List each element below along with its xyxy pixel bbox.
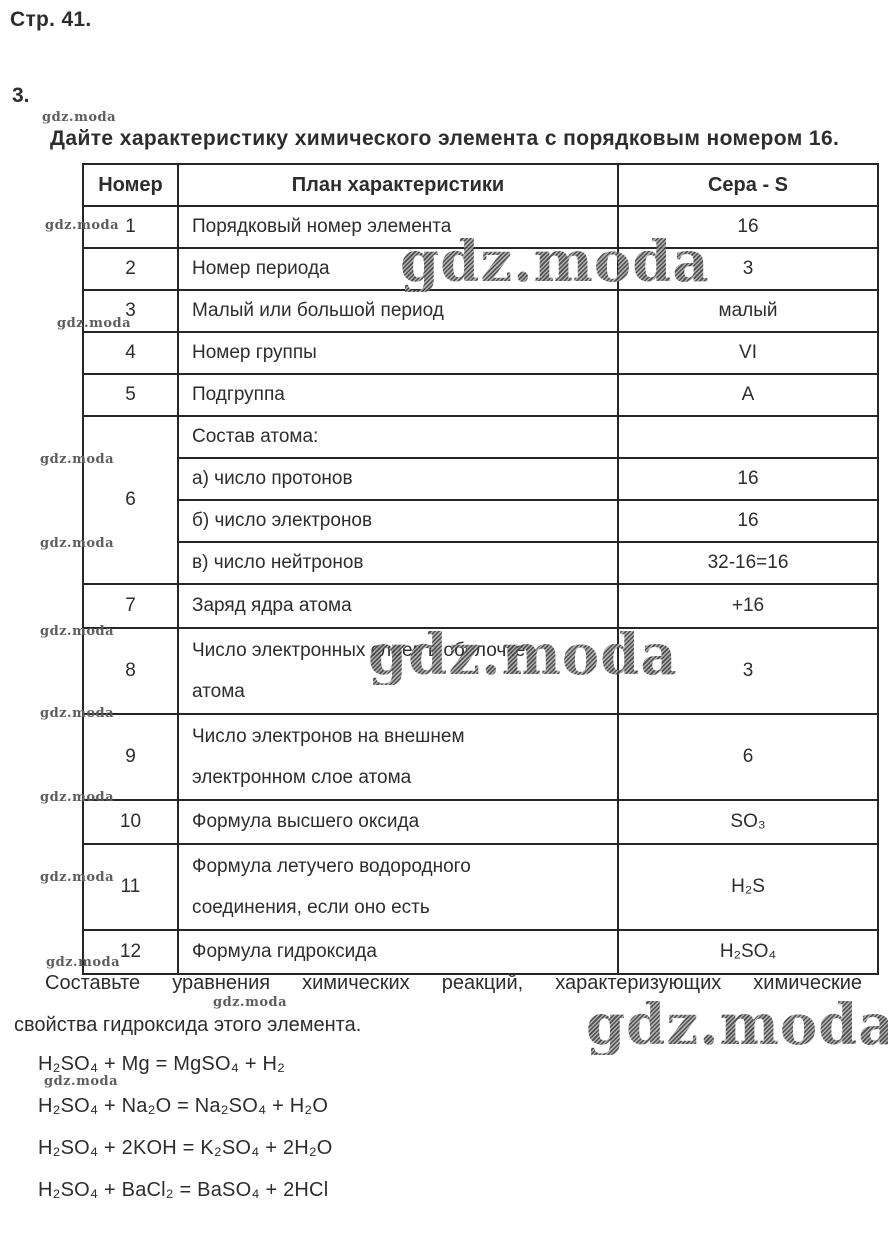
watermark-small: gdz.moda — [40, 536, 115, 551]
row-number: 2 — [82, 247, 179, 291]
row-value: SO₃ — [617, 799, 879, 845]
watermark-small: gdz.moda — [45, 218, 120, 233]
table-row: 1 Порядковый номер элемента 16 — [82, 205, 879, 249]
watermark-small: gdz.moda — [44, 1074, 119, 1089]
row-value: 3 — [617, 627, 879, 715]
chemical-equation: H₂SO₄ + Na₂O = Na₂SO₄ + H₂O — [38, 1095, 329, 1117]
table-row: 10 Формула высшего оксида SO₃ — [82, 799, 879, 845]
task-title: Дайте характеристику химического элемент… — [50, 127, 840, 150]
table-row: 9 Число электронов на внешнем электронно… — [82, 713, 879, 801]
table-row: 3 Малый или большой период малый — [82, 289, 879, 333]
row-number: 1 — [82, 205, 179, 249]
watermark-small: gdz.moda — [40, 452, 115, 467]
row-value: H₂SO₄ — [617, 929, 879, 975]
row-value: VI — [617, 331, 879, 375]
row-number: 10 — [82, 799, 179, 845]
task-paragraph-line2: свойства гидроксида этого элемента. — [14, 1014, 362, 1036]
table-subrow: а) число протонов 16 — [83, 457, 879, 501]
element-characteristics-table: Номер План характеристики Сера - S 1 Пор… — [82, 163, 879, 975]
row-plan: Формула летучего водородного соединения,… — [177, 843, 619, 931]
page-number-label: Стр. 41. — [10, 8, 92, 31]
chemical-equation: H₂SO₄ + Mg = MgSO₄ + H₂ — [38, 1053, 286, 1075]
row-number: 3 — [82, 289, 179, 333]
table-subrow: б) число электронов 16 — [83, 499, 879, 543]
row-value: H₂S — [617, 843, 879, 931]
row-value: А — [617, 373, 879, 417]
header-number: Номер — [82, 163, 179, 207]
watermark-small: gdz.moda — [46, 955, 121, 970]
row-plan: Число электронных слоев в оболочке атома — [177, 627, 619, 715]
row-number: 7 — [82, 583, 179, 629]
chemical-equation: H₂SO₄ + 2KOH = K₂SO₄ + 2H₂O — [38, 1137, 333, 1159]
table-row: 4 Номер группы VI — [82, 331, 879, 375]
row-number: 11 — [82, 843, 179, 931]
row-plan: Число электронов на внешнем электронном … — [177, 713, 619, 801]
watermark-large: gdz.moda — [586, 995, 888, 1055]
row-number: 4 — [82, 331, 179, 375]
row-plan: Формула гидроксида — [177, 929, 619, 975]
header-element: Сера - S — [617, 163, 879, 207]
row-plan: б) число электронов — [177, 499, 619, 543]
table-row: 5 Подгруппа А — [82, 373, 879, 417]
row-number: 12 — [82, 929, 179, 975]
row-value: +16 — [617, 583, 879, 629]
row-plan: Состав атома: — [177, 415, 619, 459]
row-number: 9 — [82, 713, 179, 801]
row-plan: а) число протонов — [177, 457, 619, 501]
table-row: 6 Состав атома: — [82, 415, 879, 585]
watermark-small: gdz.moda — [40, 706, 115, 721]
row-value: 16 — [617, 457, 879, 501]
table-row: 7 Заряд ядра атома +16 — [82, 583, 879, 629]
row-value — [617, 415, 879, 459]
watermark-small: gdz.moda — [40, 624, 115, 639]
row-plan: Порядковый номер элемента — [177, 205, 619, 249]
task-paragraph-line1: Составьте уравнения химических реакций, … — [45, 972, 862, 994]
table-row: 8 Число электронных слоев в оболочке ато… — [82, 627, 879, 715]
row-plan: Подгруппа — [177, 373, 619, 417]
watermark-small: gdz.moda — [40, 790, 115, 805]
table-row: 11 Формула летучего водородного соединен… — [82, 843, 879, 931]
table-header-row: Номер План характеристики Сера - S — [82, 163, 879, 207]
chemical-equation: H₂SO₄ + BaCl₂ = BaSO₄ + 2HCl — [38, 1179, 329, 1201]
row-value: 6 — [617, 713, 879, 801]
watermark-small: gdz.moda — [57, 316, 132, 331]
row-number: 6 — [82, 415, 179, 585]
row-plan: Малый или большой период — [177, 289, 619, 333]
row-value: 32-16=16 — [617, 541, 879, 585]
row-value: 16 — [617, 499, 879, 543]
row-plan: Номер группы — [177, 331, 619, 375]
row-plan: Номер периода — [177, 247, 619, 291]
watermark-small: gdz.moda — [40, 870, 115, 885]
row-number: 5 — [82, 373, 179, 417]
watermark-large: gdz.moda — [368, 622, 678, 688]
watermark-small: gdz.moda — [42, 110, 117, 125]
row-plan: Заряд ядра атома — [177, 583, 619, 629]
row-plan: в) число нейтронов — [177, 541, 619, 585]
header-plan: План характеристики — [177, 163, 619, 207]
row-value: 16 — [617, 205, 879, 249]
table-row: 12 Формула гидроксида H₂SO₄ — [82, 929, 879, 975]
watermark-large: gdz.moda — [400, 229, 710, 295]
table-subrow: в) число нейтронов 32-16=16 — [83, 541, 879, 585]
row-number: 8 — [82, 627, 179, 715]
table-row: 2 Номер периода 3 — [82, 247, 879, 291]
task-number: 3. — [12, 84, 30, 107]
row-value: малый — [617, 289, 879, 333]
row-plan: Формула высшего оксида — [177, 799, 619, 845]
watermark-small: gdz.moda — [213, 995, 288, 1010]
row-value: 3 — [617, 247, 879, 291]
